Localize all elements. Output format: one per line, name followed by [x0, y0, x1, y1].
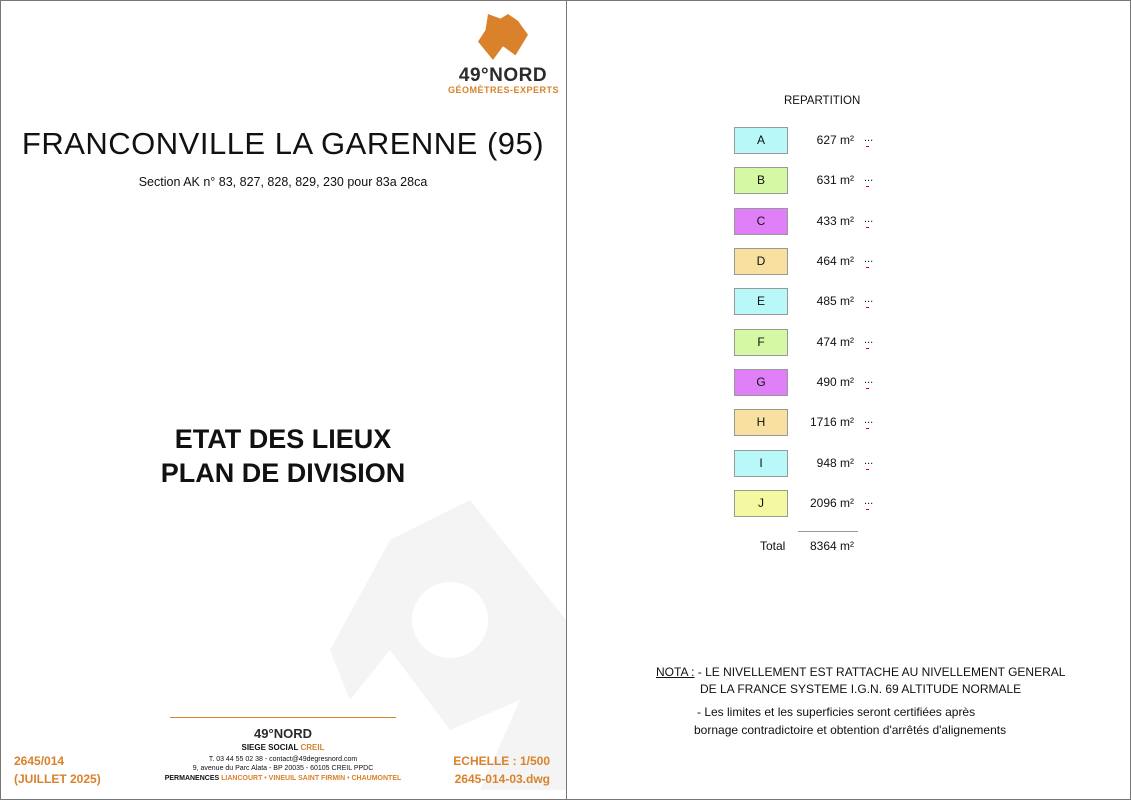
lot-row: B 631 m² ... [734, 167, 894, 195]
repartition-title: REPARTITION [784, 95, 861, 107]
nota-limits: - Les limites et les superficies seront … [694, 703, 1006, 739]
footer-siege: SIEGE SOCIAL CREIL [120, 743, 446, 752]
lot-row: D 464 m² ... [734, 248, 894, 276]
logo-mark-icon [478, 14, 528, 60]
lot-row: G 490 m² ... [734, 369, 894, 397]
lot-area: 2096 m² [809, 496, 854, 511]
red-dash-mark [866, 347, 869, 349]
lot-swatch: D [734, 248, 788, 276]
lot-dots: ... [864, 374, 874, 387]
red-dash-mark [866, 226, 869, 228]
lot-row: I 948 m² ... [734, 449, 894, 478]
lot-swatch: G [734, 369, 788, 397]
footer-contact: T. 03 44 55 02 38 - contact@49degresnord… [208, 756, 358, 763]
lot-area: 485 m² [816, 294, 854, 309]
lot-dots: ... [864, 454, 874, 467]
lot-swatch: J [734, 490, 788, 518]
lot-swatch: H [734, 409, 788, 437]
dossier-ref: 2645/014 [14, 754, 65, 768]
lot-row: C 433 m² ... [734, 207, 894, 236]
lot-area: 1716 m² [809, 415, 854, 430]
lot-dots: ... [864, 333, 874, 346]
lot-area: 631 m² [816, 173, 854, 188]
nota-line: - Les limites et les superficies seront … [697, 705, 976, 719]
red-dash-mark [866, 146, 869, 147]
lot-area: 627 m² [816, 133, 854, 147]
page-divider [566, 0, 567, 800]
lot-swatch: F [734, 328, 788, 356]
lot-area: 948 m² [816, 455, 854, 470]
lot-area: 433 m² [816, 213, 854, 228]
permanences-label: PERMANENCES [164, 775, 222, 782]
lot-row: E 485 m² ... [734, 288, 894, 316]
footer-address: 9, avenue du Parc Alata - BP 20035 - 601… [192, 765, 374, 772]
footer-logo: 49°NORD [254, 726, 312, 741]
lot-area: 490 m² [816, 375, 854, 390]
nota-line: DE LA FRANCE SYSTEME I.G.N. 69 ALTITUDE … [700, 682, 1022, 696]
red-dash-mark [866, 307, 869, 309]
siege-city: CREIL [300, 743, 325, 752]
lot-dots: ... [864, 172, 874, 185]
lot-row: A 627 m² ... [734, 127, 894, 155]
lot-dots: ... [864, 253, 874, 266]
footer-scale: ECHELLE : 1/500 2645-014-03.dwg [453, 752, 550, 788]
lot-row: J 2096 m² ... [734, 490, 894, 518]
file-name: 2645-014-03.dwg [454, 772, 550, 786]
red-dash-mark [866, 428, 869, 430]
nota-line: - LE NIVELLEMENT EST RATTACHE AU NIVELLE… [694, 665, 1066, 679]
siege-label: SIEGE SOCIAL [241, 743, 301, 752]
nota-label: NOTA : [656, 665, 695, 679]
dossier-date: (JUILLET 2025) [14, 772, 101, 786]
footer-permanences: PERMANENCES LIANCOURT • VINEUIL SAINT FI… [120, 774, 446, 783]
footer-rule [170, 717, 396, 718]
cadastral-section: Section AK n° 83, 827, 828, 829, 230 pou… [138, 175, 428, 189]
logo-name: 49°NORD [458, 65, 548, 86]
nota: NOTA : - LE NIVELLEMENT EST RATTACHE AU … [656, 664, 1065, 698]
lot-swatch: E [734, 288, 788, 316]
document-title: ETAT DES LIEUX PLAN DE DIVISION [0, 422, 566, 490]
red-dash-mark [866, 388, 869, 390]
document-title-line: ETAT DES LIEUX [174, 424, 392, 454]
lot-row: F 474 m² ... [734, 328, 894, 357]
total-value: 8364 m² [809, 539, 854, 553]
page-title: FRANCONVILLE LA GARENNE (95) [21, 126, 545, 161]
lot-area: 464 m² [816, 254, 854, 269]
lot-dots: ... [864, 212, 874, 225]
lot-swatch: I [734, 449, 788, 477]
red-dash-mark [866, 509, 869, 511]
lot-dots: ... [864, 495, 874, 508]
total-label: Total [760, 539, 786, 553]
lot-swatch: C [734, 207, 788, 235]
lot-dots: ... [864, 293, 874, 306]
permanences-cities: LIANCOURT • VINEUIL SAINT FIRMIN • CHAUM… [221, 775, 402, 782]
red-dash-mark [866, 267, 869, 269]
nota-line: bornage contradictoire et obtention d'ar… [694, 723, 1007, 737]
watermark-logo-icon [330, 500, 566, 790]
lot-swatch: A [734, 127, 788, 154]
company-logo: 49°NORD GÉOMÈTRES-EXPERTS [448, 14, 560, 95]
lot-swatch: B [734, 167, 788, 195]
lot-area: 474 m² [816, 334, 854, 349]
lot-dots: ... [864, 132, 874, 144]
logo-tagline: GÉOMÈTRES-EXPERTS [448, 85, 560, 95]
scale: ECHELLE : 1/500 [453, 754, 550, 768]
lot-dots: ... [864, 414, 874, 427]
total-rule [798, 531, 858, 532]
lot-row: H 1716 m² ... [734, 409, 894, 437]
red-dash-mark [866, 186, 869, 188]
footer-reference: 2645/014 (JUILLET 2025) [14, 752, 101, 788]
red-dash-mark [866, 468, 869, 470]
document-title-line: PLAN DE DIVISION [160, 458, 406, 488]
